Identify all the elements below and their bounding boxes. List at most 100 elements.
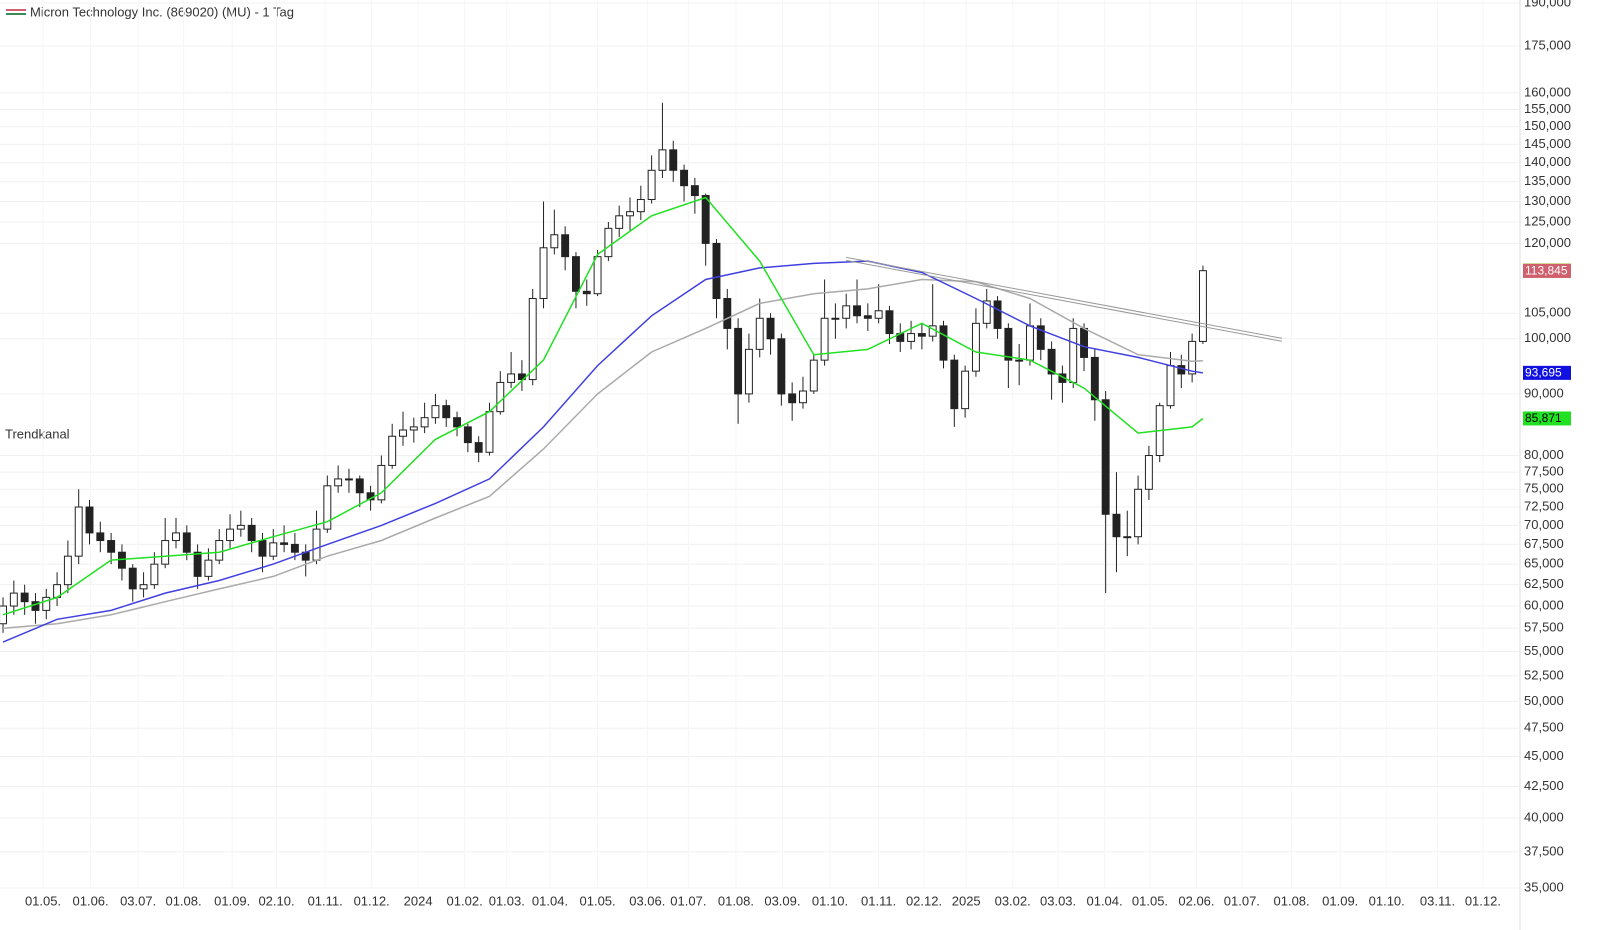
y-tick-label: 125,000	[1524, 213, 1571, 228]
candle-body	[636, 199, 645, 213]
candle-body	[1047, 348, 1056, 375]
y-tick-label: 35,000	[1524, 879, 1564, 894]
candle-body	[528, 298, 537, 381]
candle-body	[853, 305, 861, 317]
x-tick-label: 01.12.	[354, 893, 390, 908]
moving-average	[2, 260, 1204, 643]
candle-body	[799, 390, 807, 404]
price-label: 85,871	[1525, 411, 1562, 425]
x-tick-label: 03.02.	[995, 893, 1031, 908]
candle-body	[161, 540, 170, 565]
candle-body	[334, 478, 343, 487]
x-tick-label: 01.09.	[1322, 893, 1358, 908]
y-tick-label: 47,500	[1524, 720, 1564, 735]
candle-body	[669, 149, 678, 171]
y-tick-label: 80,000	[1524, 447, 1564, 462]
x-tick-label: 03.09.	[764, 893, 800, 908]
candle-body	[788, 393, 797, 404]
candle-body	[323, 485, 332, 530]
candle-body	[658, 149, 667, 171]
y-tick-label: 100,000	[1524, 330, 1571, 345]
candle-body	[312, 528, 321, 561]
y-tick-label: 175,000	[1524, 37, 1571, 52]
candle-body	[755, 317, 764, 350]
chart-title: Micron Technology Inc. (869020) (MU) - 1…	[30, 4, 294, 19]
candle-body	[647, 169, 656, 201]
price-label: 93,695	[1525, 366, 1562, 380]
candle-body	[539, 247, 548, 300]
candle-body	[442, 405, 451, 419]
y-tick-label: 120,000	[1524, 235, 1571, 250]
candle-body	[917, 333, 926, 337]
candle-body	[885, 310, 894, 335]
y-tick-label: 130,000	[1524, 193, 1571, 208]
candle-body	[1036, 325, 1045, 350]
x-tick-label: 01.05.	[1132, 893, 1168, 908]
candle-body	[9, 592, 18, 607]
candle-body	[1198, 270, 1207, 342]
x-tick-label: 01.12.	[1465, 893, 1501, 908]
candle-body	[409, 426, 418, 431]
x-tick-label: 02.06.	[1178, 893, 1214, 908]
candle-body	[74, 506, 83, 557]
y-tick-label: 150,000	[1524, 118, 1571, 133]
candle-body	[809, 359, 818, 392]
candle-body	[42, 596, 51, 611]
candle-body	[1166, 365, 1175, 407]
candle-body	[496, 381, 505, 413]
candle-body	[485, 411, 494, 453]
y-tick-label: 62,500	[1524, 576, 1564, 591]
y-tick-label: 70,000	[1524, 517, 1564, 532]
x-tick-label: 01.03.	[489, 893, 525, 908]
candle-body	[907, 333, 916, 342]
candle-body	[744, 348, 753, 395]
x-tick-label: 03.06.	[629, 893, 665, 908]
x-tick-label: 01.08.	[165, 893, 201, 908]
x-tick-label: 02.12.	[906, 893, 942, 908]
y-tick-label: 42,500	[1524, 778, 1564, 793]
x-tick-label: 01.05.	[25, 893, 61, 908]
candle-body	[20, 592, 29, 603]
candle-body	[1090, 356, 1099, 401]
y-tick-label: 55,000	[1524, 643, 1564, 658]
candle-body	[1123, 536, 1132, 539]
candle-body	[1015, 359, 1024, 362]
candle-body	[247, 524, 256, 542]
candle-body	[128, 567, 137, 590]
candle-body	[226, 528, 234, 542]
x-tick-label: 01.04.	[532, 893, 568, 908]
candle-body	[63, 555, 72, 586]
price-label-box	[1523, 263, 1571, 278]
candle-body	[939, 325, 948, 361]
x-tick-label: 01.07.	[670, 893, 706, 908]
candle-body	[463, 426, 472, 444]
candle-body	[734, 327, 743, 395]
candle-body	[280, 542, 289, 545]
x-tick-label: 03.11.	[1420, 893, 1455, 908]
candle-body	[1026, 325, 1034, 361]
candle-body	[215, 540, 224, 561]
y-tick-label: 77,500	[1524, 464, 1564, 479]
candle-body	[507, 373, 516, 383]
candle-body	[615, 215, 624, 229]
x-tick-label: 01.08.	[1274, 893, 1310, 908]
moving-average	[2, 278, 1203, 630]
y-tick-label: 145,000	[1524, 136, 1571, 151]
candle-body	[182, 532, 191, 553]
candle-body	[204, 559, 213, 577]
y-tick-label: 190,000	[1524, 0, 1571, 9]
y-tick-label: 90,000	[1524, 385, 1564, 400]
candle-body	[1144, 455, 1153, 490]
x-tick-label: 01.11.	[861, 893, 896, 908]
candle-body	[1080, 327, 1088, 358]
candle-body	[582, 290, 591, 295]
y-tick-label: 57,500	[1524, 620, 1564, 635]
y-tick-label: 135,000	[1524, 173, 1571, 188]
candle-body	[831, 317, 840, 320]
x-tick-label: 01.09.	[214, 893, 250, 908]
candle-body	[842, 305, 851, 319]
candle-body	[420, 417, 429, 428]
candle-body	[258, 540, 267, 557]
